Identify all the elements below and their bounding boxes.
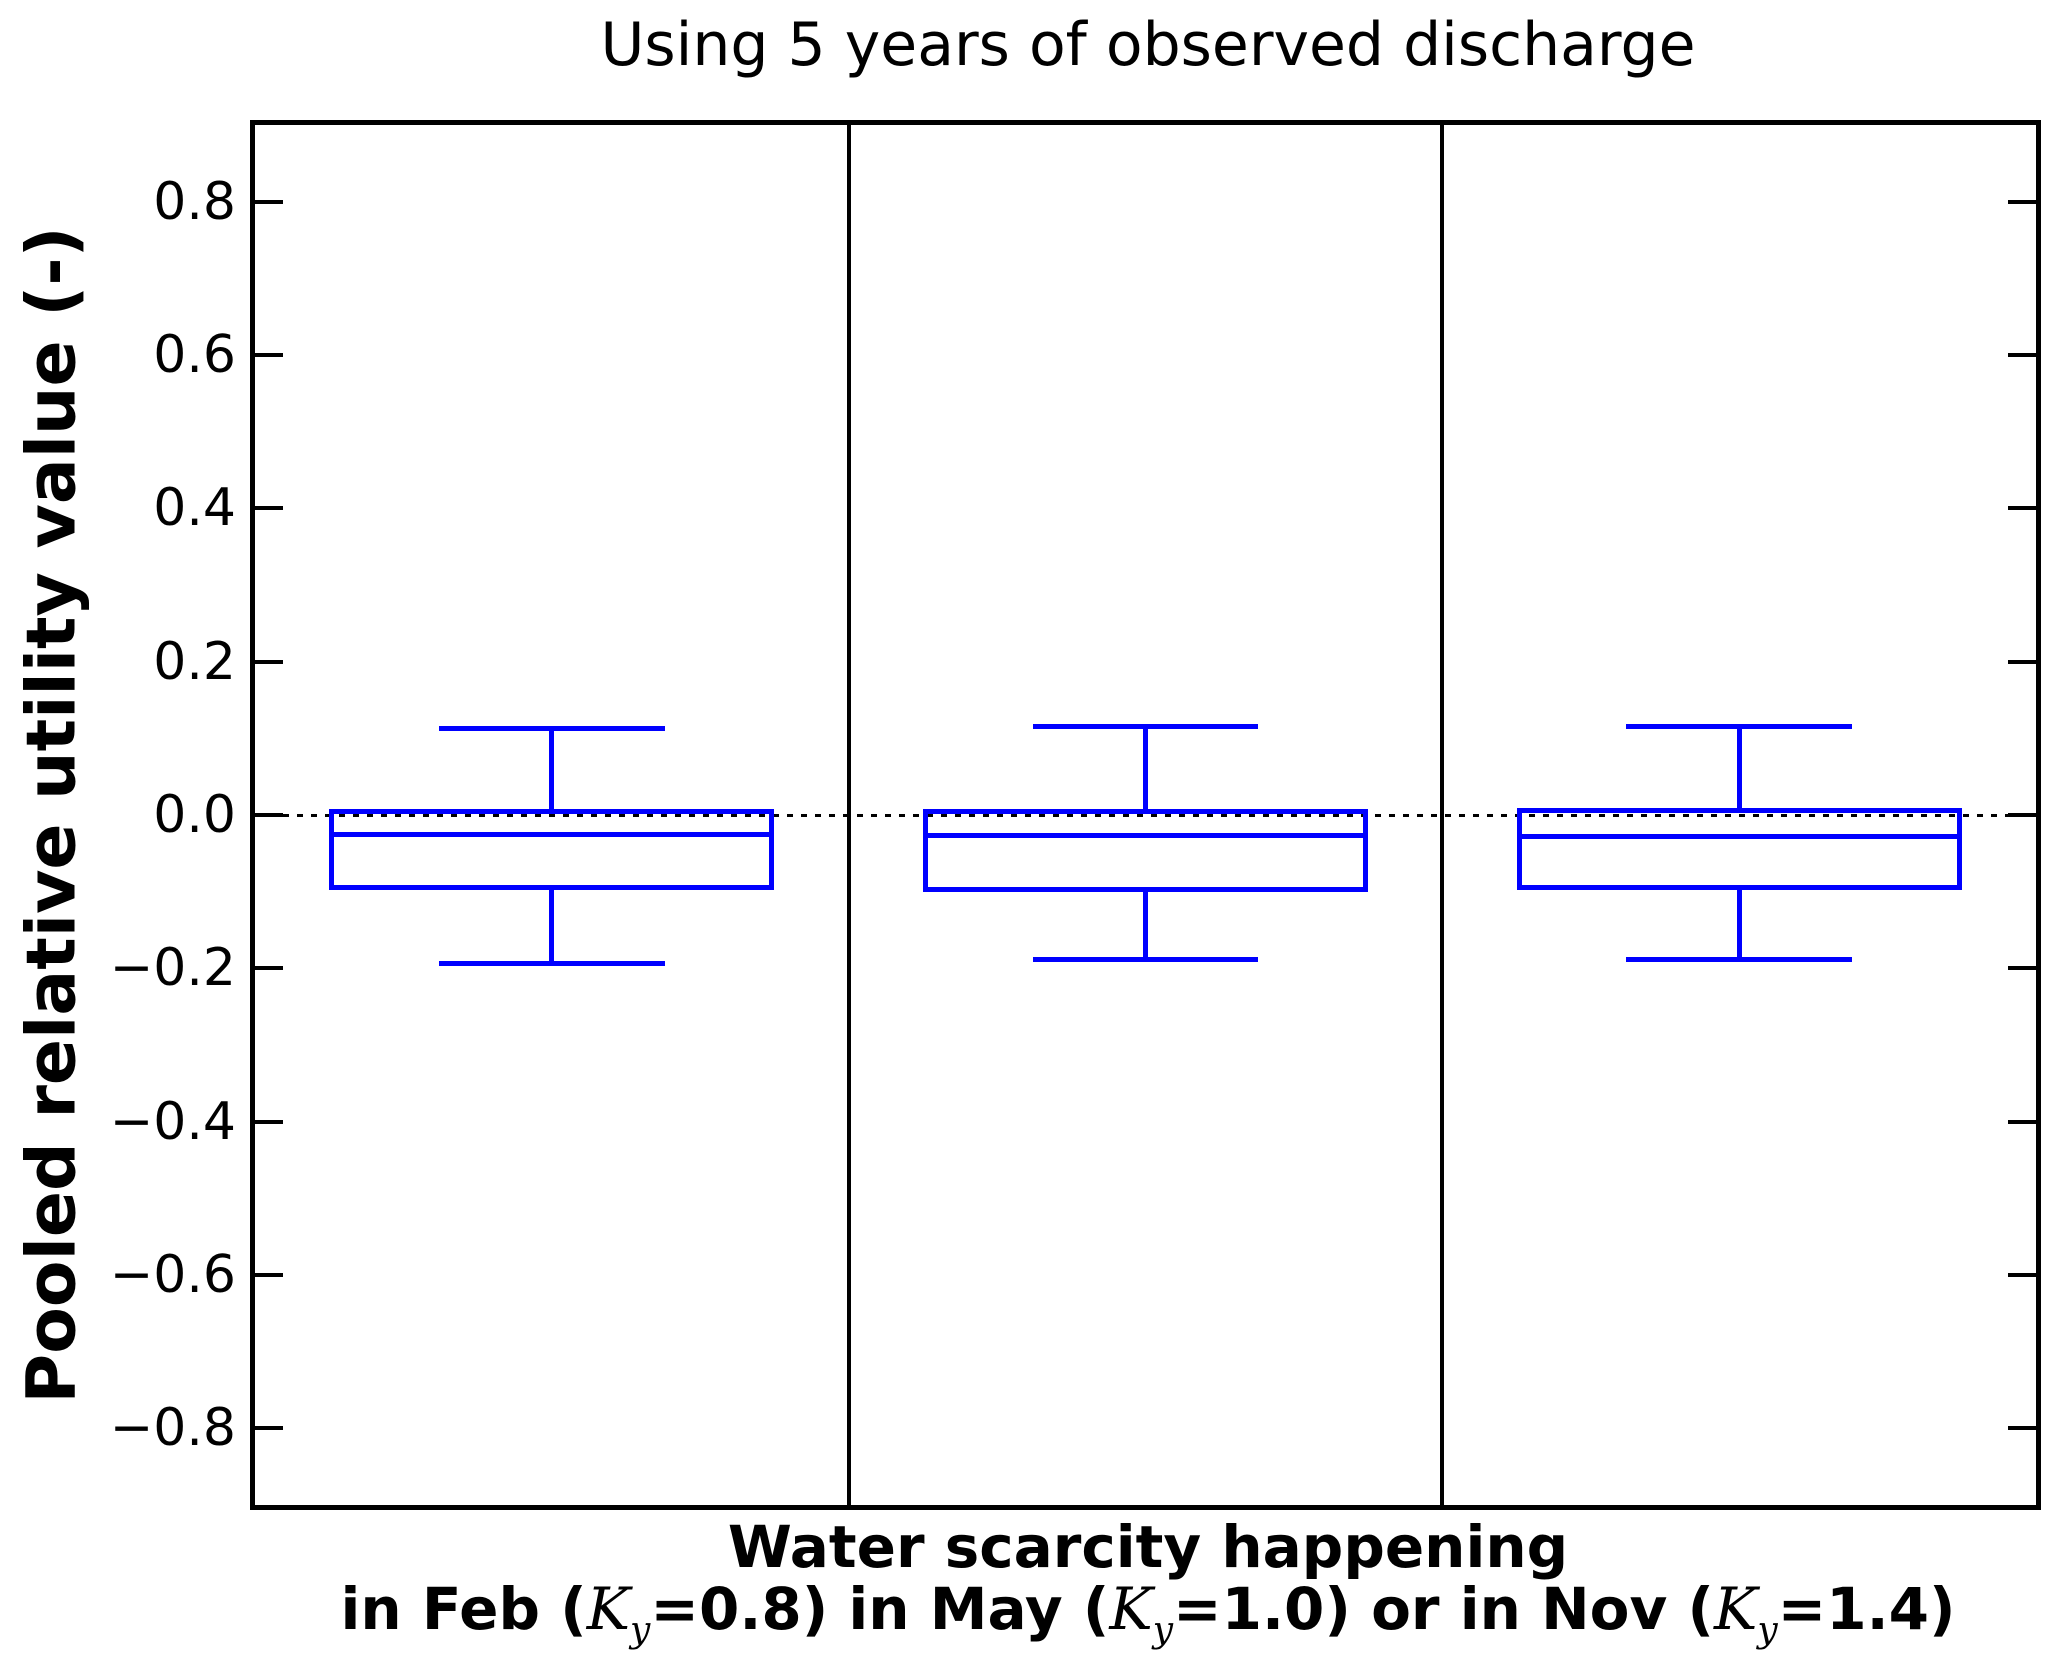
x-axis-label-line1: Water scarcity happening: [727, 1513, 1569, 1581]
iqr-box: [329, 808, 775, 890]
y-tick-mark-left: [255, 506, 283, 511]
upper-whisker-cap: [1032, 724, 1259, 730]
y-tick-mark-right: [2008, 659, 2036, 664]
y-tick-mark-right: [2008, 1426, 2036, 1431]
y-tick-label: 0.6: [153, 325, 236, 385]
lower-whisker-cap: [1032, 957, 1259, 963]
plot-area: [250, 120, 2041, 1510]
chart-title: Using 5 years of observed discharge: [600, 10, 1696, 80]
lower-whisker-stem: [1143, 889, 1148, 960]
upper-whisker-stem: [549, 728, 555, 812]
y-tick-label: −0.6: [109, 1245, 236, 1305]
y-tick-label: 0.0: [153, 785, 236, 845]
math-K-sub-y: Ky: [586, 1575, 651, 1651]
x-axis-label-line2: in Feb (Ky=0.8) in May (Ky=1.0) or in No…: [340, 1575, 1956, 1651]
y-tick-mark-left: [255, 199, 283, 204]
y-tick-mark-left: [255, 966, 283, 971]
upper-whisker-cap: [439, 725, 665, 731]
upper-whisker-cap: [1626, 724, 1852, 730]
y-tick-mark-left: [255, 1119, 283, 1124]
y-tick-mark-left: [255, 659, 283, 664]
math-K-sub-y: Ky: [1713, 1575, 1778, 1651]
median-line: [1516, 833, 1962, 839]
y-tick-label: −0.8: [109, 1398, 236, 1459]
y-tick-label: 0.4: [153, 478, 236, 539]
upper-whisker-stem: [1736, 726, 1742, 811]
median-line: [329, 831, 775, 837]
iqr-box: [922, 808, 1369, 892]
y-tick-mark-right: [2008, 1119, 2036, 1124]
y-tick-mark-left: [255, 353, 283, 357]
y-tick-label: 0.8: [153, 171, 236, 232]
y-tick-mark-right: [2008, 813, 2036, 817]
y-tick-mark-right: [2008, 506, 2036, 511]
y-tick-mark-left: [255, 1273, 283, 1277]
y-tick-mark-right: [2008, 966, 2036, 971]
y-tick-label: 0.2: [153, 631, 236, 692]
lower-whisker-stem: [1736, 887, 1742, 960]
upper-whisker-stem: [1143, 726, 1148, 812]
zero-reference-line: [255, 813, 2036, 817]
lower-whisker-cap: [1626, 957, 1852, 963]
y-tick-mark-left: [255, 1426, 283, 1431]
y-tick-label: −0.4: [109, 1091, 236, 1152]
y-tick-label: −0.2: [109, 938, 236, 999]
lower-whisker-stem: [549, 887, 555, 964]
median-line: [922, 833, 1369, 839]
math-K-sub-y: Ky: [1109, 1575, 1174, 1651]
lower-whisker-cap: [439, 961, 665, 967]
y-tick-mark-right: [2008, 199, 2036, 204]
y-tick-mark-right: [2008, 1273, 2036, 1277]
y-tick-mark-right: [2008, 353, 2036, 357]
iqr-box: [1516, 807, 1962, 891]
y-tick-mark-left: [255, 813, 283, 817]
